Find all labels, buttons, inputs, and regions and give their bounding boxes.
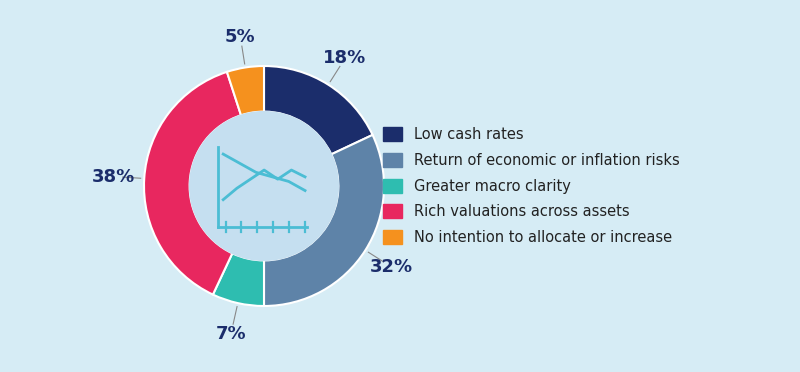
Wedge shape [144, 72, 241, 295]
Legend: Low cash rates, Return of economic or inflation risks, Greater macro clarity, Ri: Low cash rates, Return of economic or in… [383, 126, 680, 246]
Wedge shape [264, 66, 373, 154]
Text: 18%: 18% [323, 49, 366, 67]
Text: 32%: 32% [370, 258, 414, 276]
Text: 38%: 38% [91, 167, 134, 186]
Text: 5%: 5% [225, 28, 256, 46]
Text: 7%: 7% [216, 324, 246, 343]
Circle shape [190, 112, 338, 260]
Wedge shape [264, 135, 384, 306]
Wedge shape [213, 253, 264, 306]
Wedge shape [227, 66, 264, 115]
